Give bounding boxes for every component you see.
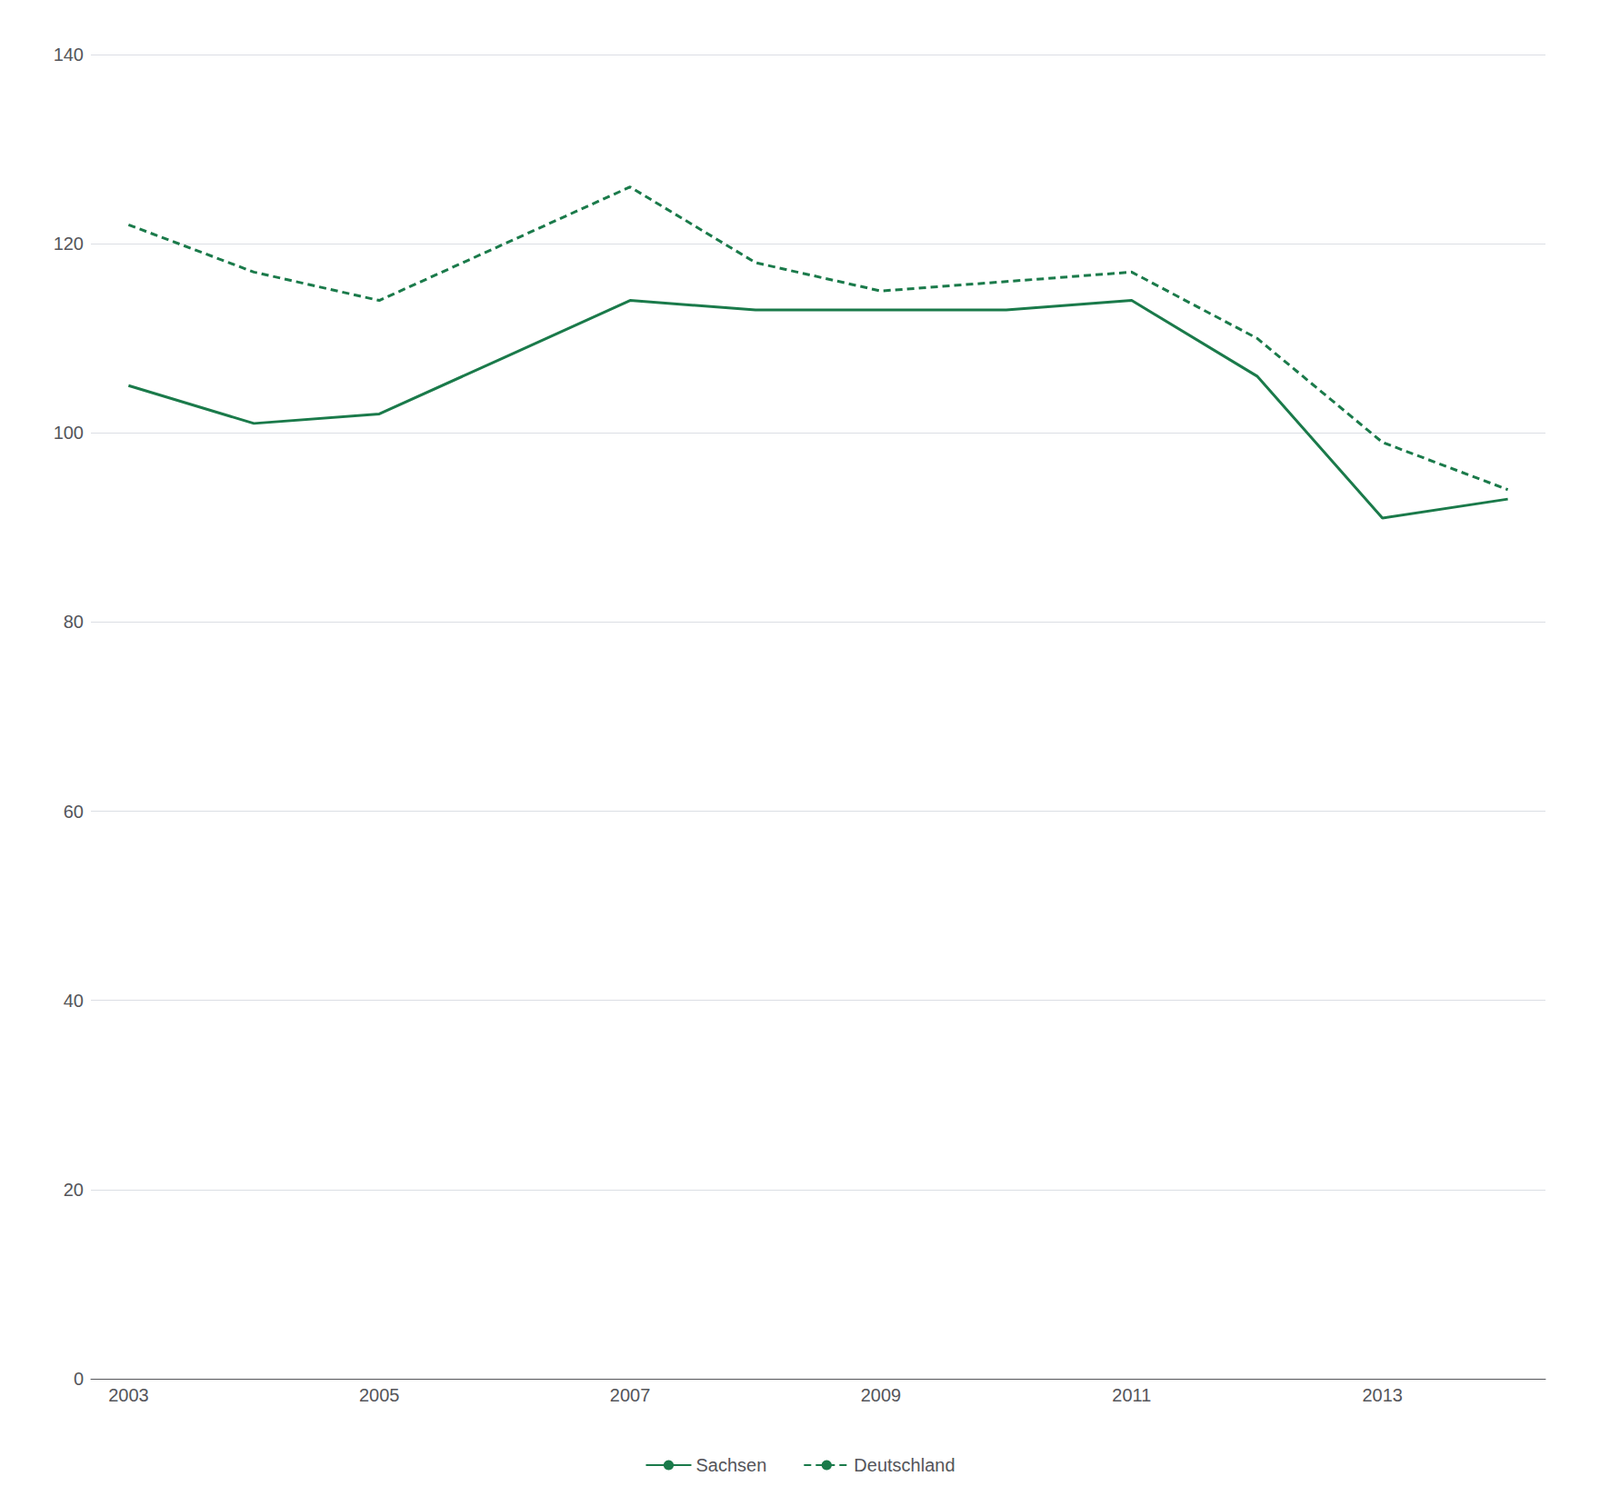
- svg-text:2013: 2013: [1361, 1385, 1403, 1406]
- svg-text:20: 20: [63, 1180, 84, 1200]
- svg-text:Deutschland: Deutschland: [853, 1455, 955, 1476]
- svg-text:60: 60: [63, 801, 84, 822]
- svg-text:Sachsen: Sachsen: [695, 1455, 767, 1476]
- svg-text:120: 120: [53, 233, 84, 254]
- svg-text:80: 80: [63, 611, 84, 632]
- svg-text:0: 0: [73, 1369, 84, 1390]
- svg-text:2007: 2007: [610, 1385, 651, 1406]
- svg-text:100: 100: [53, 422, 84, 443]
- svg-text:40: 40: [63, 990, 84, 1011]
- svg-text:2003: 2003: [108, 1385, 150, 1406]
- svg-text:2009: 2009: [860, 1385, 902, 1406]
- svg-text:2005: 2005: [359, 1385, 400, 1406]
- svg-text:2011: 2011: [1111, 1385, 1151, 1406]
- svg-text:140: 140: [53, 44, 84, 65]
